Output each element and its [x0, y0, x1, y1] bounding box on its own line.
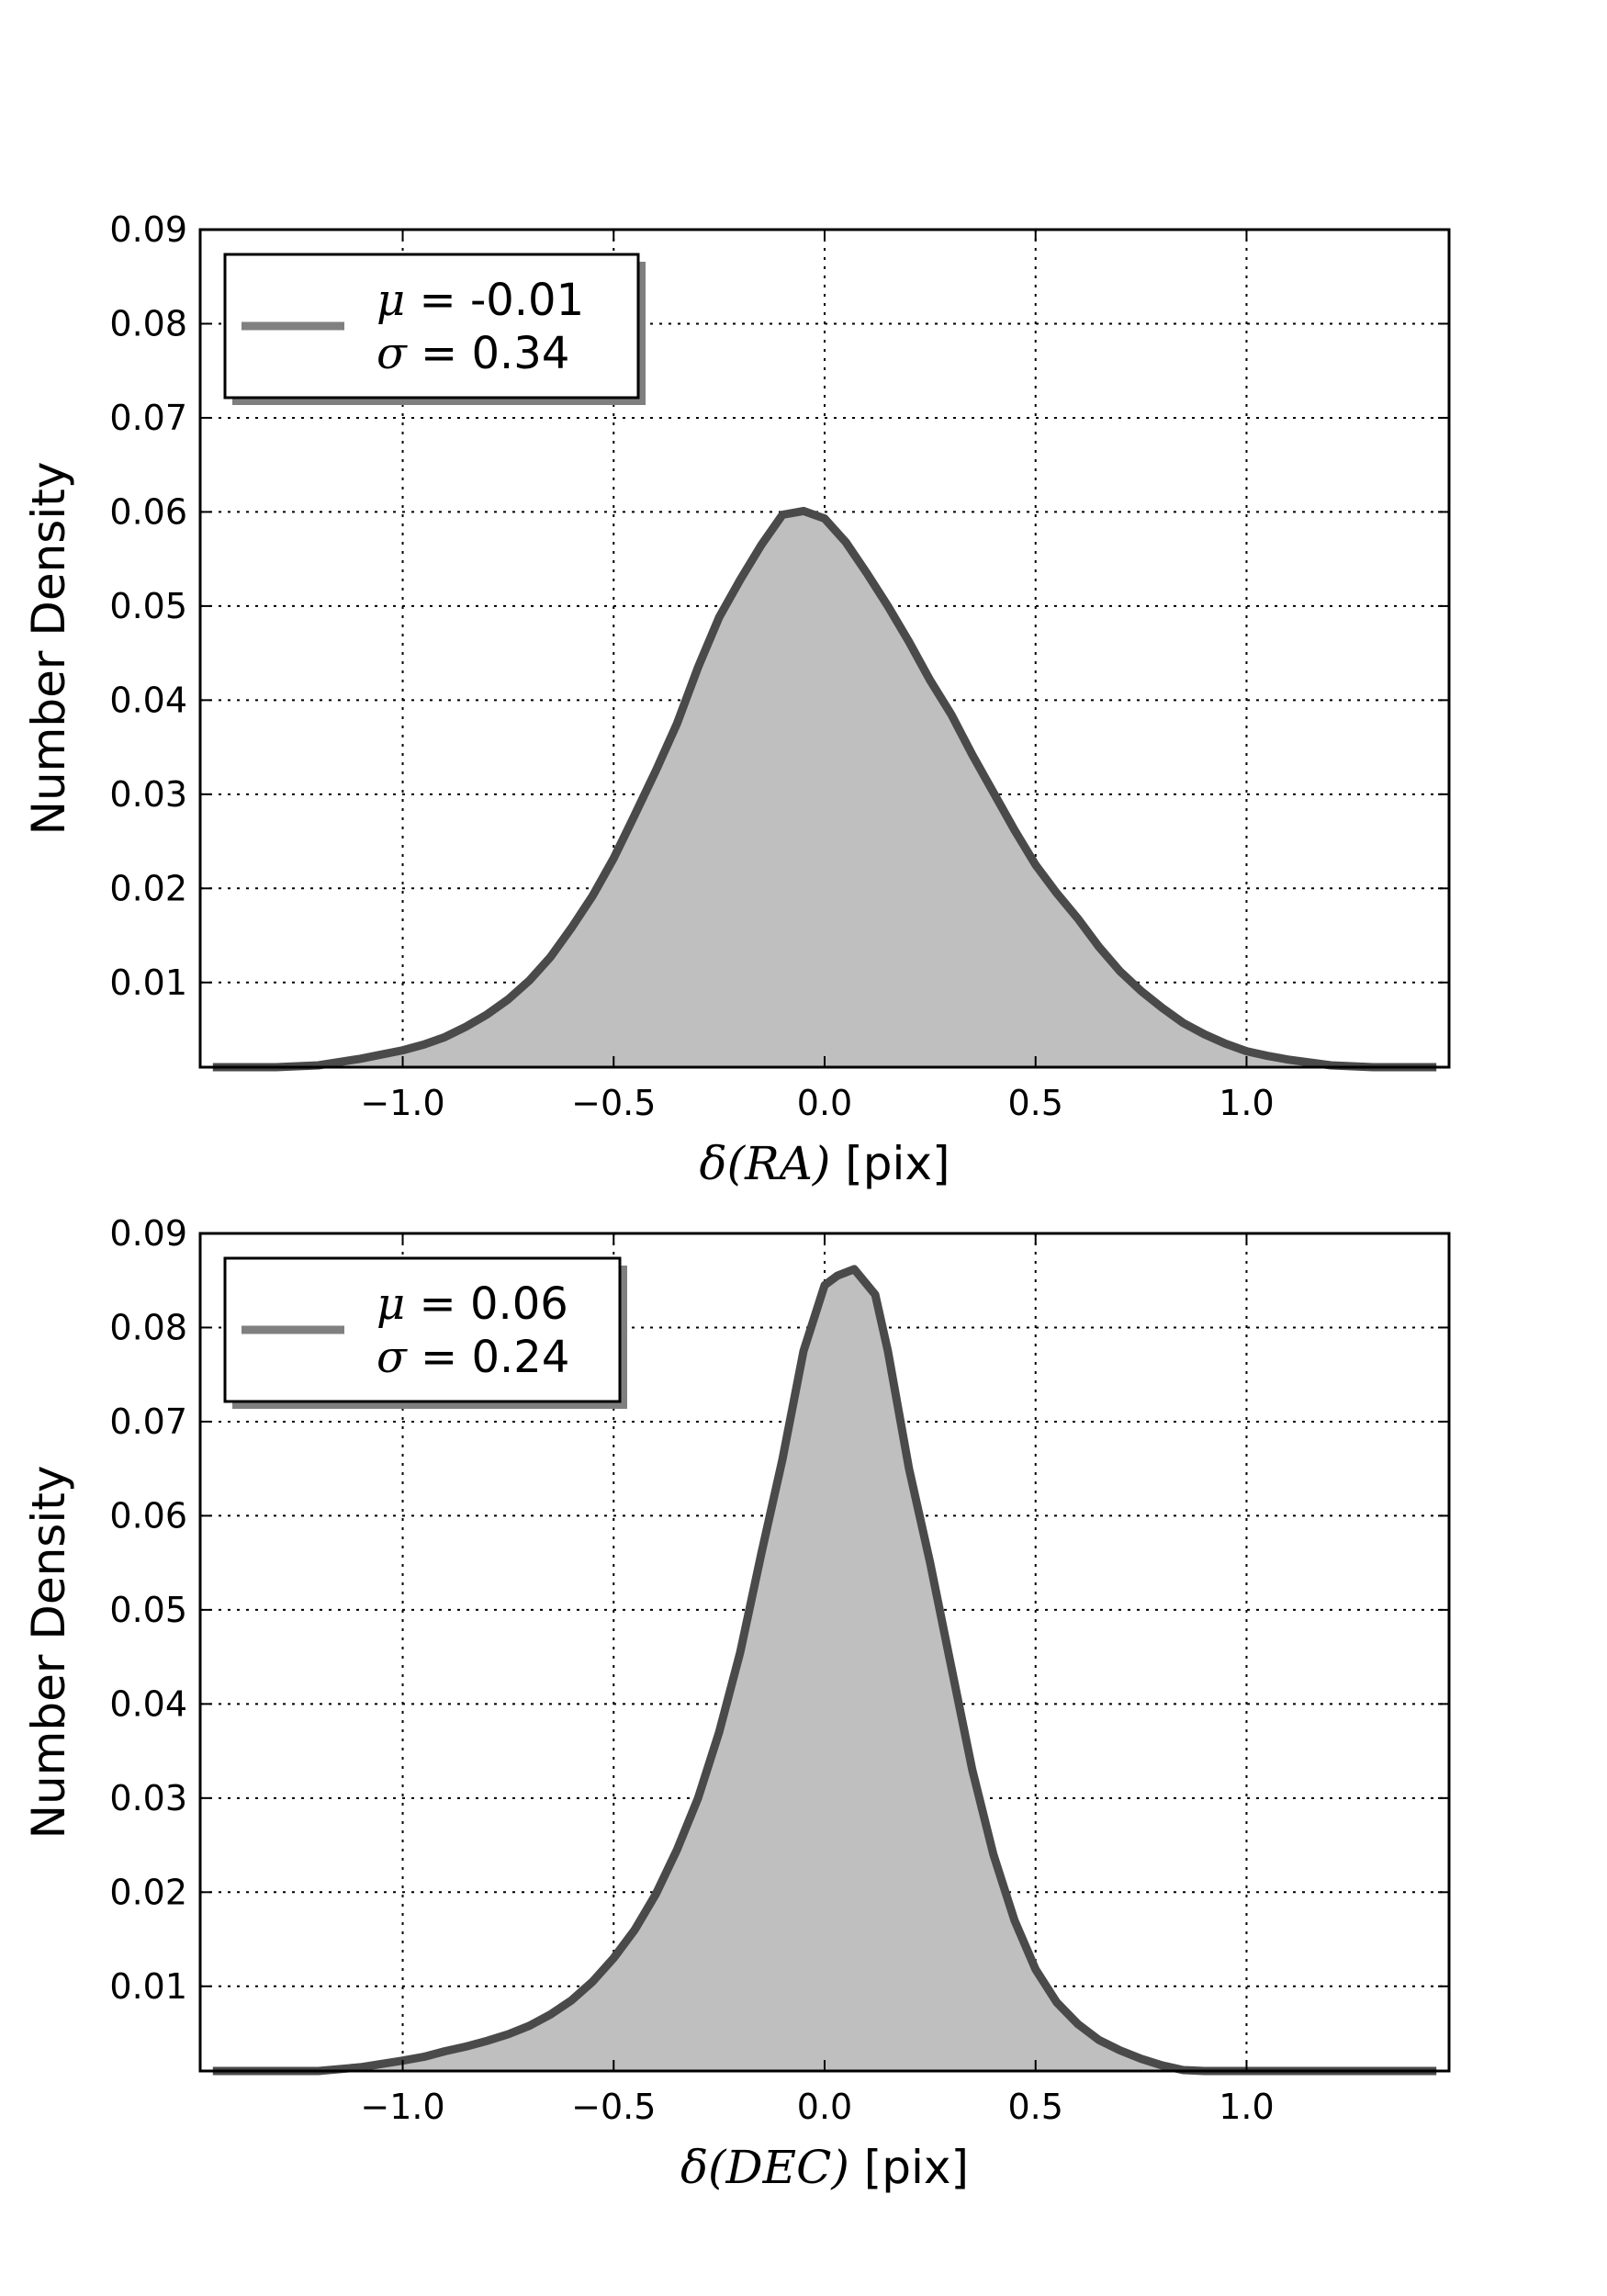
legend-sigma-symbol: σ [376, 1332, 408, 1383]
legend: μ = 0.06σ = 0.24 [223, 1256, 627, 1409]
y-tick-label: 0.01 [109, 1966, 187, 2007]
y-tick-label: 0.08 [109, 303, 187, 343]
legend-sigma-value: = 0.24 [407, 1332, 570, 1383]
x-tick-label: −0.5 [571, 2087, 656, 2127]
x-tick-label: 0.0 [797, 2087, 852, 2127]
distribution-fill [212, 1268, 1437, 2071]
ra-panel: −1.0 −0.5 0.0 0.5 1.0 0.01 0.02 0.03 0.04 0.05 0.0… [22, 209, 1451, 1190]
x-tick-label: 0.5 [1008, 2087, 1063, 2127]
distribution-fill [212, 511, 1437, 1067]
x-axis-label-unit: [pix] [830, 1137, 950, 1190]
y-tick-label: 0.07 [109, 1401, 187, 1442]
legend-mu-symbol: μ [376, 275, 405, 326]
legend-mu-symbol: μ [376, 1278, 405, 1330]
y-tick-label: 0.04 [109, 1683, 187, 1724]
legend-sigma-value: = 0.34 [407, 328, 570, 379]
x-tick-label: 0.5 [1008, 1083, 1063, 1123]
y-tick-label: 0.03 [109, 774, 187, 815]
y-tick-label: 0.05 [109, 1590, 187, 1630]
y-tick-label: 0.02 [109, 1872, 187, 1912]
y-tick-label: 0.06 [109, 1495, 187, 1536]
legend-box [223, 1256, 622, 1403]
y-tick-label: 0.08 [109, 1307, 187, 1347]
legend-sigma-symbol: σ [376, 328, 408, 379]
x-tick-label: −1.0 [360, 1083, 444, 1123]
y-tick-label: 0.05 [109, 586, 187, 626]
y-axis-label: Number Density [22, 1466, 75, 1840]
distribution-line [212, 506, 1437, 1072]
legend-mu-value: = 0.06 [405, 1278, 568, 1330]
y-axis-label: Number Density [22, 462, 75, 836]
distribution-line [212, 1265, 1437, 2076]
x-tick-label: 1.0 [1219, 1083, 1274, 1123]
x-tick-label: 0.0 [797, 1083, 852, 1123]
legend-sigma-entry: σ = 0.34 [376, 328, 569, 379]
y-tick-label: 0.03 [109, 1778, 187, 1818]
dec-panel: −1.0 −0.5 0.0 0.5 1.0 0.01 0.02 0.03 0.04 0.05 0.0… [22, 1213, 1451, 2194]
x-axis-label-unit: [pix] [849, 2141, 969, 2194]
x-tick-label: −1.0 [360, 2087, 444, 2127]
legend-mu-entry: μ = 0.06 [376, 1278, 568, 1330]
x-axis-label: δ(RA) [pix] [699, 1137, 950, 1190]
legend-mu-value: = -0.01 [405, 275, 584, 326]
legend: μ = -0.01σ = 0.34 [223, 253, 646, 405]
legend-sigma-entry: σ = 0.24 [376, 1332, 569, 1383]
y-tick-label: 0.07 [109, 398, 187, 438]
x-axis-label: δ(DEC) [pix] [680, 2141, 969, 2194]
y-tick-label: 0.01 [109, 962, 187, 1003]
y-tick-label: 0.02 [109, 868, 187, 908]
y-tick-label: 0.04 [109, 680, 187, 720]
y-tick-label: 0.09 [109, 209, 187, 250]
x-axis-label-math: δ(DEC) [680, 2141, 849, 2194]
x-axis-label-math: δ(RA) [699, 1137, 830, 1190]
y-tick-label: 0.06 [109, 491, 187, 532]
x-tick-label: −0.5 [571, 1083, 656, 1123]
y-tick-label: 0.09 [109, 1213, 187, 1254]
legend-mu-entry: μ = -0.01 [376, 275, 584, 326]
x-tick-label: 1.0 [1219, 2087, 1274, 2127]
